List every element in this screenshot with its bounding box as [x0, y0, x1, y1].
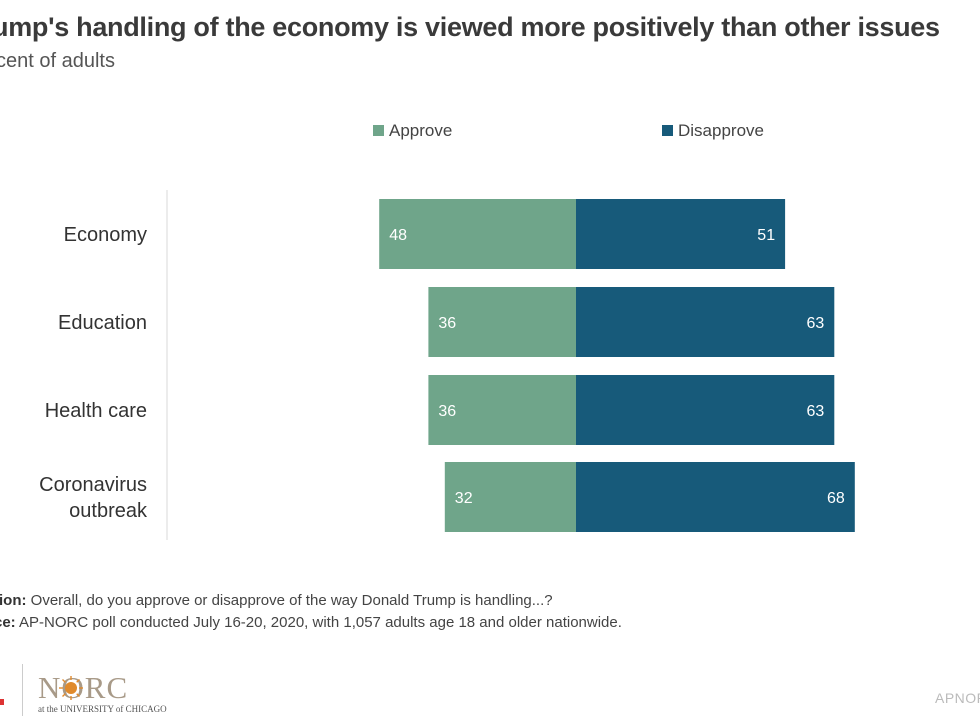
legend-swatch-disapprove — [662, 125, 673, 136]
footer-divider — [22, 664, 23, 716]
data-label-disapprove: 63 — [807, 315, 825, 332]
category-label: Health care — [45, 400, 147, 422]
category-label-line: Education — [58, 312, 147, 334]
norc-logo: NORC at the UNIVERSITY of CHICAGO — [38, 672, 167, 715]
data-label-approve: 32 — [455, 490, 473, 507]
bar-disapprove — [576, 375, 835, 445]
data-label-approve: 48 — [389, 227, 407, 244]
bar-disapprove — [576, 199, 786, 269]
legend-label-disapprove: Disapprove — [678, 121, 764, 140]
bar-approve — [428, 287, 576, 357]
category-label-line: outbreak — [69, 500, 148, 522]
bar-approve — [379, 199, 576, 269]
data-label-approve: 36 — [438, 403, 456, 420]
category-label-line: Health care — [45, 400, 147, 422]
source-text: AP-NORC poll conducted July 16-20, 2020,… — [15, 614, 622, 631]
data-label-disapprove: 68 — [827, 490, 845, 507]
category-label-line: Economy — [64, 224, 147, 246]
data-label-disapprove: 51 — [757, 227, 775, 244]
bar-approve — [428, 375, 576, 445]
question-note: tion: Overall, do you approve or disappr… — [0, 592, 553, 609]
bar-chart: Approve Disapprove 48 51 Economy 36 63 Educatio… — [39, 121, 855, 540]
chart-subtitle: cent of adults — [0, 50, 115, 72]
footer-brand: APNOR — [935, 690, 980, 706]
legend-label-approve: Approve — [389, 121, 452, 140]
data-label-approve: 36 — [438, 315, 456, 332]
bar-disapprove — [576, 287, 835, 357]
logo-subtext: at the UNIVERSITY of CHICAGO — [38, 704, 167, 714]
brand-mark — [0, 699, 4, 705]
bar-disapprove — [576, 462, 855, 532]
data-label-disapprove: 63 — [807, 403, 825, 420]
chart-title: ump's handling of the economy is viewed … — [0, 12, 940, 42]
legend-swatch-approve — [373, 125, 384, 136]
sunburst-icon — [59, 676, 83, 700]
category-label: Education — [58, 312, 147, 334]
category-label: Coronavirus outbreak — [39, 474, 148, 522]
category-label-line: Coronavirus — [39, 474, 147, 496]
source-label: ce: — [0, 614, 16, 631]
bar-approve — [444, 462, 576, 532]
question-text: Overall, do you approve or disapprove of… — [26, 592, 553, 609]
question-label: tion: — [0, 592, 27, 609]
source-note: ce: AP-NORC poll conducted July 16-20, 2… — [0, 614, 622, 631]
category-label: Economy — [64, 224, 147, 246]
